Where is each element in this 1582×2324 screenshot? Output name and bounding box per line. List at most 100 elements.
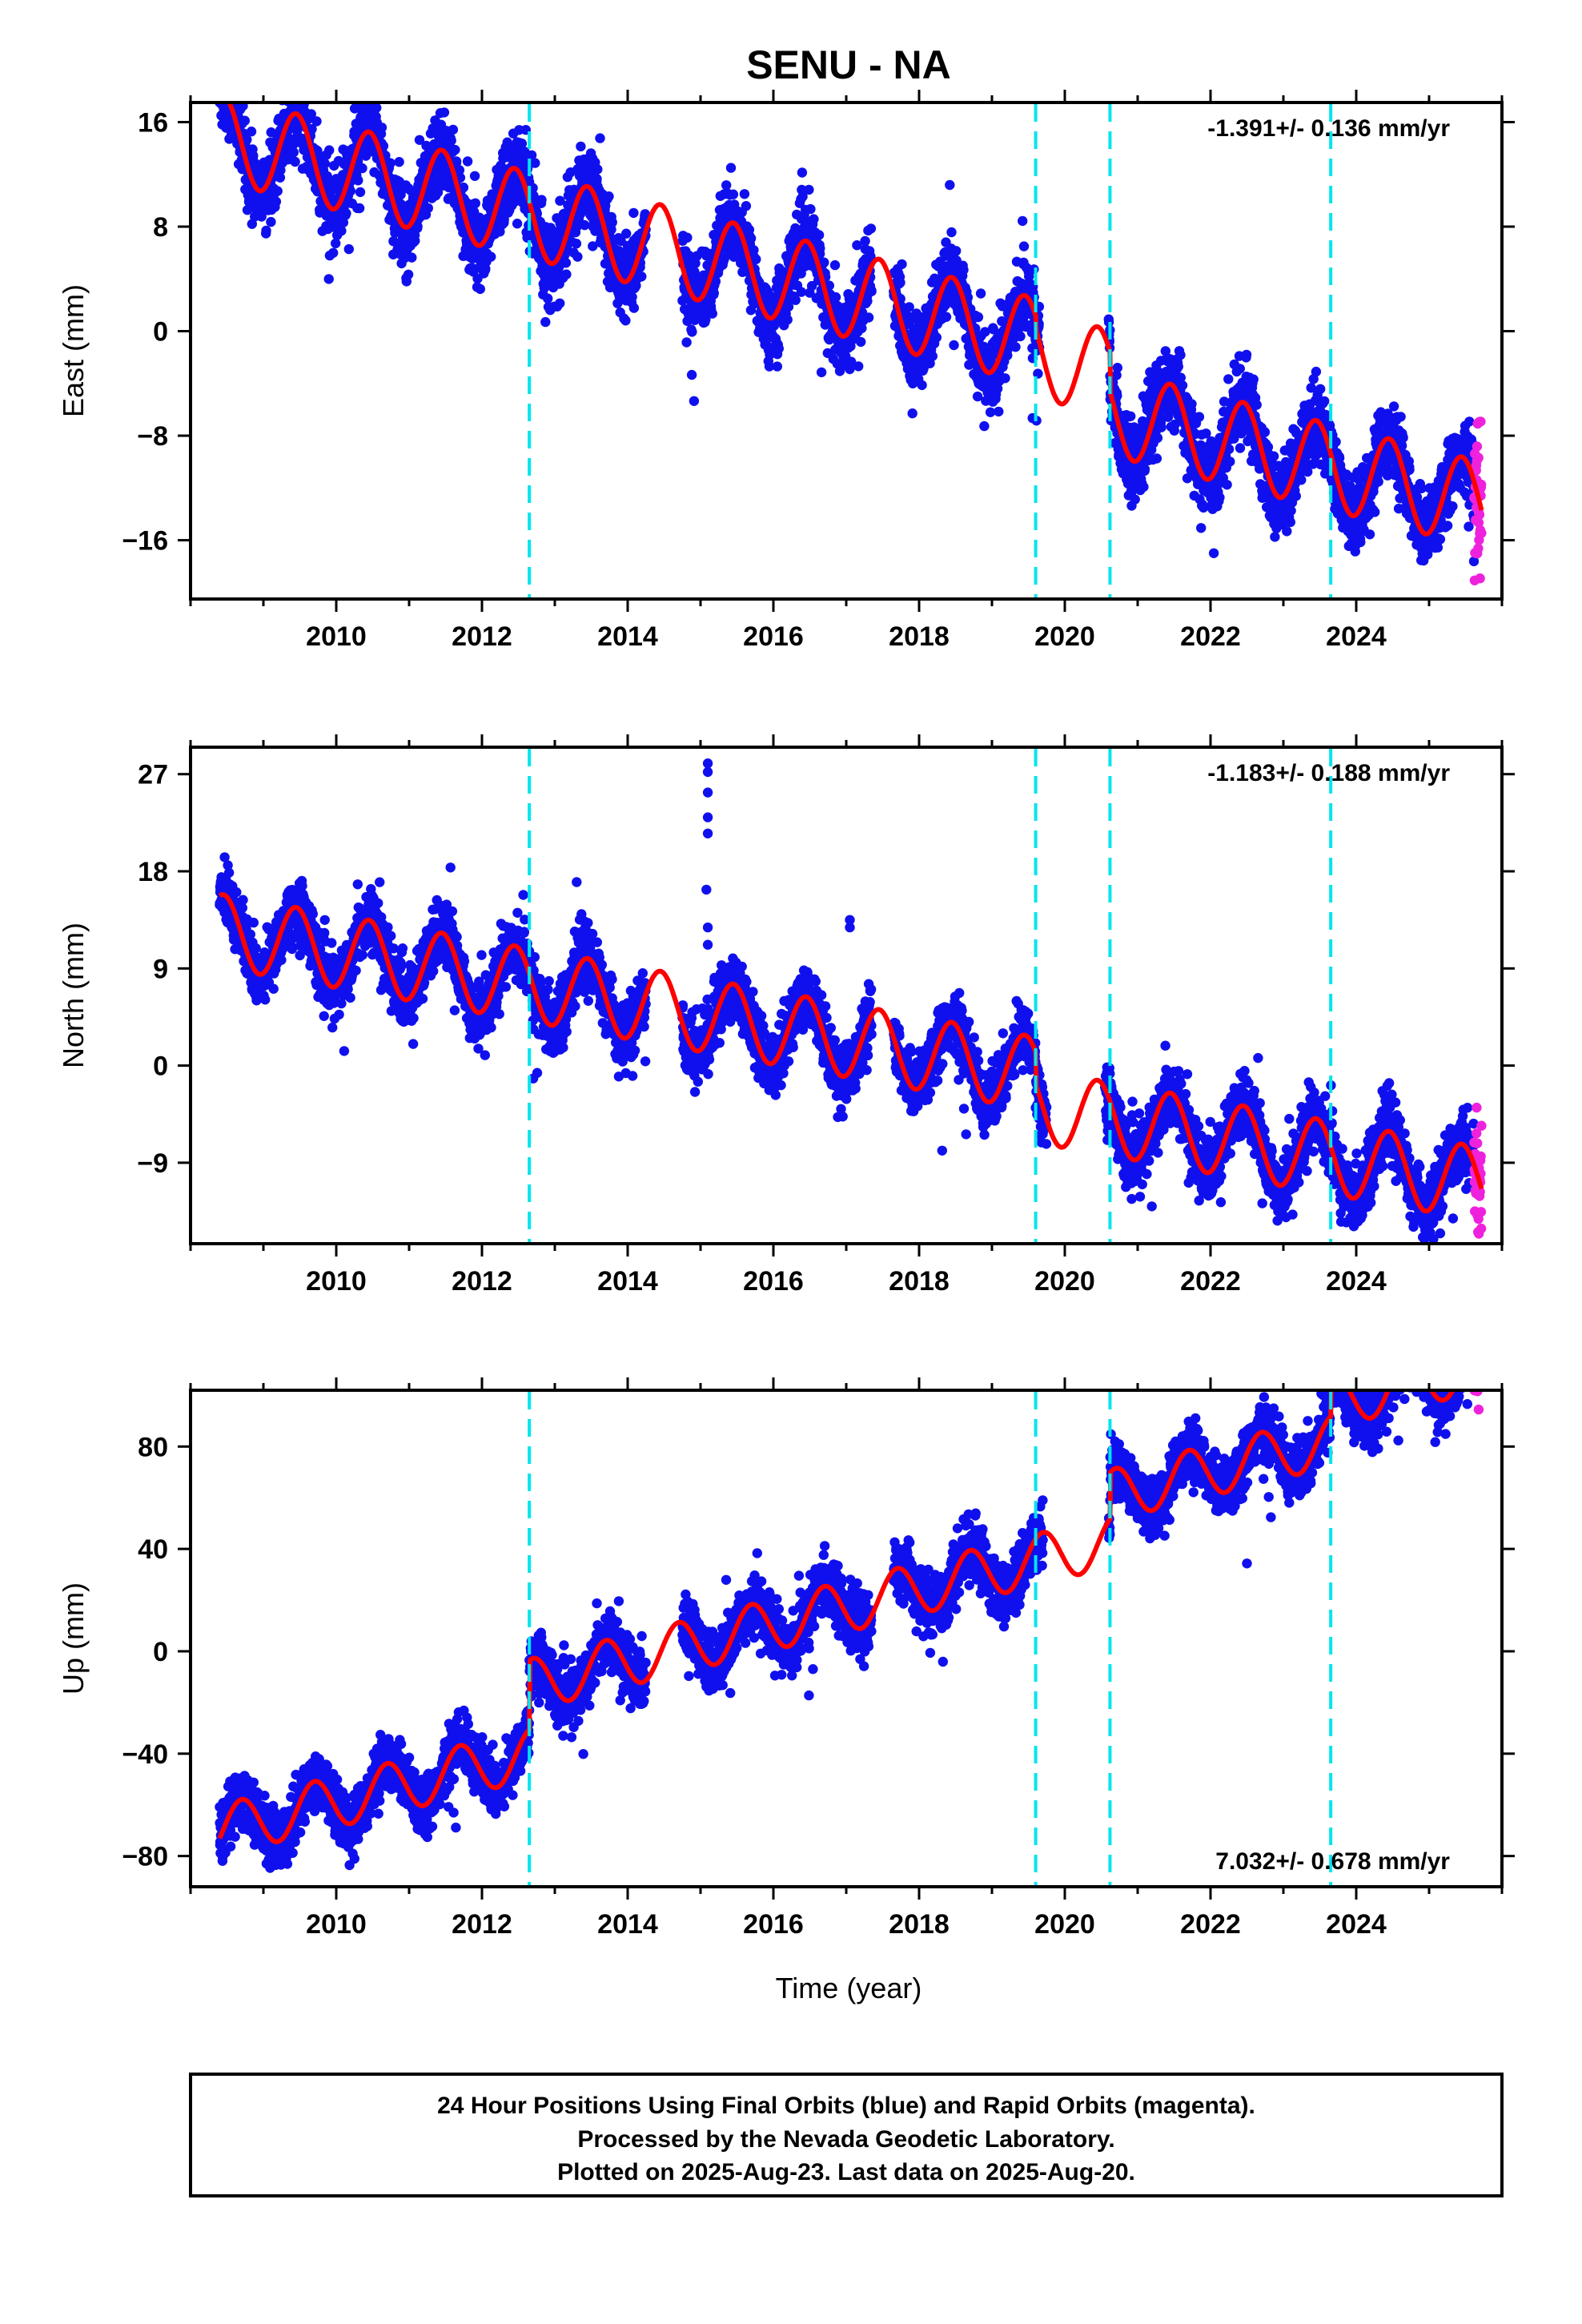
final-orbit-point (682, 232, 693, 243)
final-orbit-point (225, 79, 235, 89)
final-orbit-point (215, 83, 225, 93)
final-orbit-point (805, 203, 816, 215)
final-orbit-point (288, 147, 299, 158)
final-orbit-point (1251, 400, 1262, 410)
final-orbit-point (451, 156, 462, 167)
final-orbit-point (296, 71, 306, 81)
final-orbit-point (218, 74, 227, 84)
final-orbit-point (355, 187, 366, 198)
final-orbit-point (403, 269, 414, 279)
final-orbit-point (486, 251, 496, 262)
final-orbit-point (469, 171, 480, 181)
final-orbit-point (1015, 331, 1026, 342)
final-orbit-point (945, 179, 955, 191)
final-orbit-point (222, 56, 231, 66)
final-orbit-point (707, 308, 717, 319)
final-orbit-point (1311, 366, 1322, 377)
final-orbit-point (863, 312, 874, 323)
final-orbit-point (1259, 427, 1271, 437)
final-orbit-point (219, 70, 228, 80)
final-orbit-point (1235, 364, 1246, 374)
final-orbit-point (782, 315, 793, 325)
final-orbit-point (215, 92, 225, 102)
final-orbit-point (275, 172, 286, 183)
final-orbit-point (226, 78, 235, 88)
final-orbit-point (1173, 361, 1184, 372)
final-orbit-point (290, 156, 300, 167)
final-orbit-point (217, 86, 227, 95)
final-orbit-point (291, 91, 300, 101)
final-orbit-point (1130, 494, 1140, 505)
final-orbit-point (432, 187, 444, 198)
final-orbit-point (376, 123, 387, 133)
final-orbit-point (1139, 464, 1150, 474)
final-orbit-point (238, 103, 248, 111)
final-orbit-point (1177, 380, 1188, 391)
final-orbit-point (773, 344, 784, 354)
final-orbit-point (319, 159, 331, 169)
final-orbit-point (293, 92, 303, 102)
final-orbit-point (751, 254, 761, 264)
final-orbit-point (307, 123, 317, 135)
final-orbit-point (772, 361, 782, 372)
final-orbit-point (917, 380, 927, 391)
final-orbit-point (853, 361, 864, 372)
final-orbit-point (283, 73, 293, 82)
final-orbit-point (1223, 374, 1234, 384)
final-orbit-point (336, 226, 347, 236)
final-orbit-point (414, 135, 425, 145)
final-orbit-point (324, 145, 335, 155)
final-orbit-point (1248, 374, 1259, 384)
final-orbit-point (543, 293, 553, 304)
final-orbit-point (341, 208, 351, 219)
final-orbit-point (830, 292, 841, 303)
final-orbit-point (809, 214, 819, 224)
final-orbit-point (282, 91, 291, 101)
final-orbit-point (216, 86, 226, 95)
final-orbit-point (572, 251, 583, 262)
final-orbit-point (475, 283, 485, 295)
final-orbit-point (354, 203, 365, 214)
final-orbit-point (1222, 480, 1232, 490)
final-orbit-point (856, 336, 866, 348)
final-orbit-point (941, 312, 952, 322)
final-orbit-point (235, 86, 245, 96)
final-orbit-point (290, 82, 299, 91)
final-orbit-point (223, 85, 233, 94)
final-orbit-point (797, 167, 808, 178)
final-orbit-point (745, 233, 757, 243)
final-orbit-point (627, 292, 637, 303)
final-orbit-point (689, 396, 700, 406)
final-orbit-point (1029, 264, 1039, 275)
final-orbit-point (301, 103, 311, 106)
final-orbit-point (946, 227, 957, 238)
final-orbit-point (306, 109, 316, 119)
final-orbit-point (1291, 491, 1302, 501)
final-orbit-point (227, 76, 236, 86)
final-orbit-point (345, 186, 355, 196)
final-orbit-point (261, 225, 271, 236)
final-orbit-point (222, 75, 231, 85)
final-orbit-point (1225, 456, 1235, 467)
final-orbit-point (283, 84, 293, 94)
final-orbit-point (728, 189, 739, 199)
final-orbit-point (1285, 517, 1296, 528)
final-orbit-point (311, 116, 322, 127)
final-orbit-point (450, 144, 460, 155)
final-orbit-point (338, 217, 349, 228)
final-orbit-point (225, 84, 235, 94)
final-orbit-point (1235, 443, 1246, 453)
final-orbit-point (975, 288, 986, 299)
final-orbit-point (897, 259, 907, 270)
final-orbit-point (226, 74, 235, 83)
final-orbit-point (895, 277, 905, 288)
final-orbit-point (248, 151, 259, 161)
final-orbit-point (572, 222, 582, 232)
final-orbit-point (223, 82, 232, 92)
final-orbit-point (1126, 411, 1136, 421)
final-orbit-point (580, 219, 590, 231)
final-orbit-point (865, 223, 877, 234)
final-orbit-point (1151, 453, 1162, 464)
final-orbit-point (298, 92, 307, 102)
